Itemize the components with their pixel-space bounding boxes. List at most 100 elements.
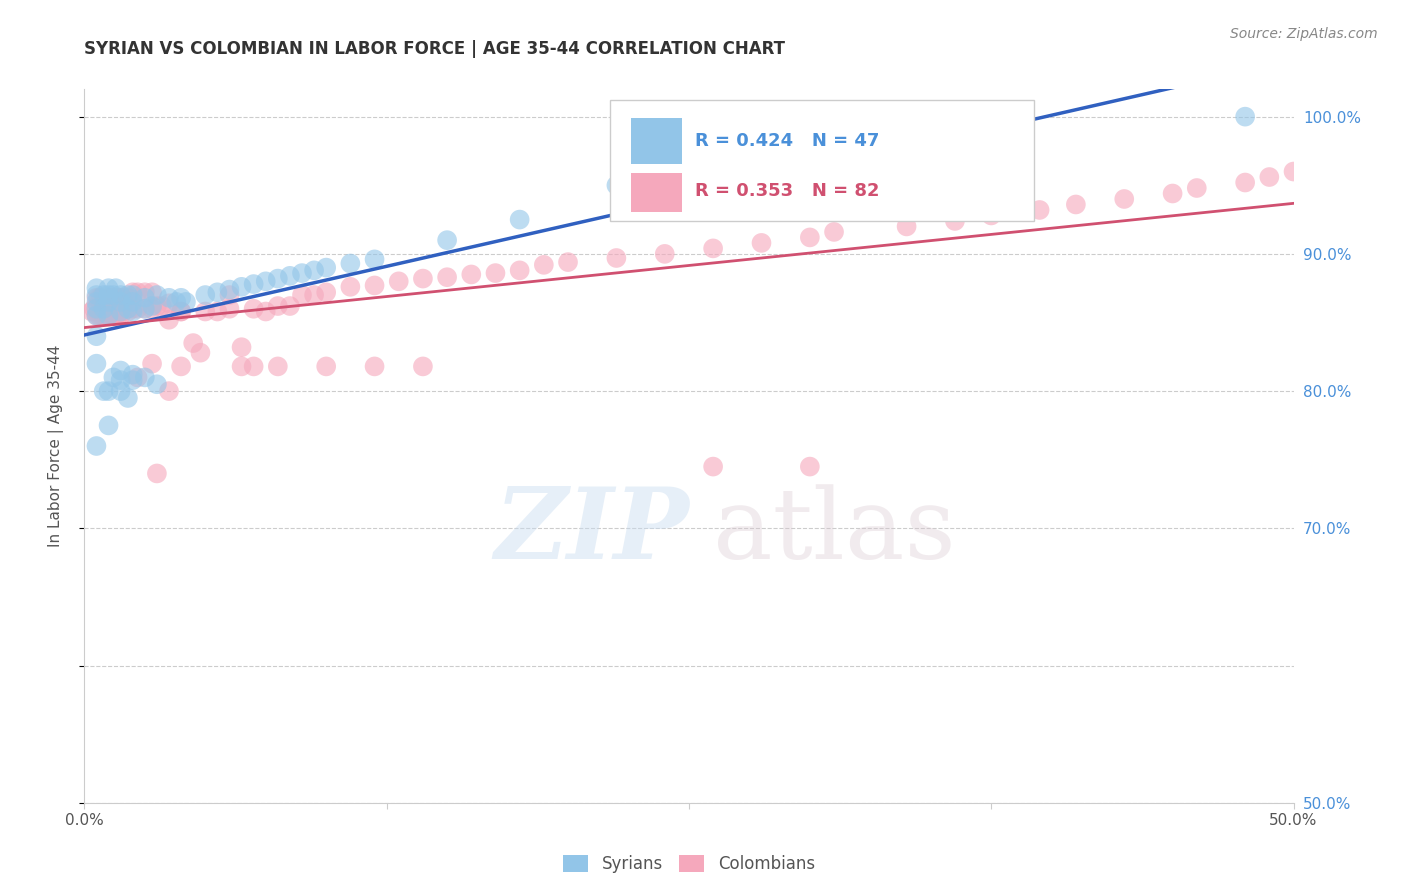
- Point: [94, 309, 117, 323]
- Point: [110, 294, 132, 309]
- Point: [107, 291, 129, 305]
- Point: [302, 263, 325, 277]
- Point: [103, 291, 125, 305]
- Point: [751, 235, 773, 250]
- Bar: [631, 173, 682, 212]
- Point: [170, 304, 193, 318]
- Point: [97, 309, 120, 323]
- Point: [103, 370, 125, 384]
- Point: [83, 301, 105, 316]
- Point: [121, 368, 143, 382]
- Point: [97, 384, 120, 398]
- Point: [112, 291, 135, 305]
- Point: [104, 291, 127, 305]
- Point: [86, 281, 108, 295]
- Point: [509, 263, 531, 277]
- FancyBboxPatch shape: [610, 100, 1033, 221]
- Point: [157, 296, 180, 310]
- Point: [87, 291, 110, 305]
- Point: [93, 301, 115, 316]
- Point: [388, 274, 411, 288]
- Point: [87, 309, 110, 323]
- Point: [823, 225, 845, 239]
- Point: [86, 294, 108, 309]
- Point: [1234, 176, 1257, 190]
- Point: [94, 294, 117, 309]
- Point: [110, 309, 132, 323]
- Point: [291, 266, 314, 280]
- Point: [242, 277, 264, 291]
- Point: [267, 271, 290, 285]
- Point: [134, 285, 156, 300]
- Point: [412, 359, 434, 374]
- Point: [799, 459, 821, 474]
- Point: [146, 299, 169, 313]
- Point: [315, 285, 337, 300]
- Point: [141, 301, 163, 316]
- Y-axis label: In Labor Force | Age 35-44: In Labor Force | Age 35-44: [48, 345, 63, 547]
- Point: [141, 299, 163, 313]
- Point: [121, 294, 143, 309]
- Point: [110, 288, 132, 302]
- Point: [110, 291, 132, 305]
- Point: [315, 260, 337, 275]
- Point: [117, 304, 139, 318]
- Point: [97, 418, 120, 433]
- Point: [181, 336, 204, 351]
- Point: [1185, 181, 1208, 195]
- Text: SYRIAN VS COLOMBIAN IN LABOR FORCE | AGE 35-44 CORRELATION CHART: SYRIAN VS COLOMBIAN IN LABOR FORCE | AGE…: [84, 40, 786, 58]
- Text: atlas: atlas: [713, 483, 956, 580]
- Point: [110, 363, 132, 377]
- Text: ZIP: ZIP: [494, 483, 689, 580]
- Point: [107, 309, 129, 323]
- Legend: Syrians, Colombians: Syrians, Colombians: [557, 848, 821, 880]
- Point: [141, 357, 163, 371]
- Point: [146, 377, 169, 392]
- Point: [943, 214, 966, 228]
- Point: [267, 359, 290, 374]
- Bar: [631, 118, 682, 164]
- Point: [170, 291, 193, 305]
- Point: [86, 439, 108, 453]
- Point: [412, 271, 434, 285]
- Point: [218, 288, 240, 302]
- Point: [93, 309, 115, 323]
- Point: [93, 294, 115, 309]
- Point: [121, 301, 143, 316]
- Point: [93, 288, 115, 302]
- Point: [97, 281, 120, 295]
- Point: [302, 288, 325, 302]
- Point: [702, 459, 724, 474]
- Point: [799, 230, 821, 244]
- Point: [86, 309, 108, 323]
- Point: [97, 294, 120, 309]
- Point: [104, 281, 127, 295]
- Point: [1282, 164, 1305, 178]
- Point: [170, 359, 193, 374]
- Point: [509, 212, 531, 227]
- Point: [97, 291, 120, 305]
- Point: [86, 291, 108, 305]
- Point: [231, 340, 253, 354]
- Point: [254, 274, 277, 288]
- Point: [90, 291, 112, 305]
- Point: [242, 359, 264, 374]
- Point: [1161, 186, 1184, 201]
- Point: [97, 309, 120, 323]
- Text: R = 0.353   N = 82: R = 0.353 N = 82: [695, 182, 880, 200]
- Point: [1114, 192, 1136, 206]
- Point: [86, 288, 108, 302]
- Point: [117, 288, 139, 302]
- Point: [190, 345, 212, 359]
- Point: [174, 294, 197, 309]
- Point: [242, 301, 264, 316]
- Text: Source: ZipAtlas.com: Source: ZipAtlas.com: [1230, 27, 1378, 41]
- Point: [339, 256, 361, 270]
- Point: [157, 384, 180, 398]
- Point: [207, 304, 229, 318]
- Point: [267, 299, 290, 313]
- Point: [97, 288, 120, 302]
- Point: [157, 312, 180, 326]
- Point: [1064, 197, 1087, 211]
- Point: [605, 178, 627, 193]
